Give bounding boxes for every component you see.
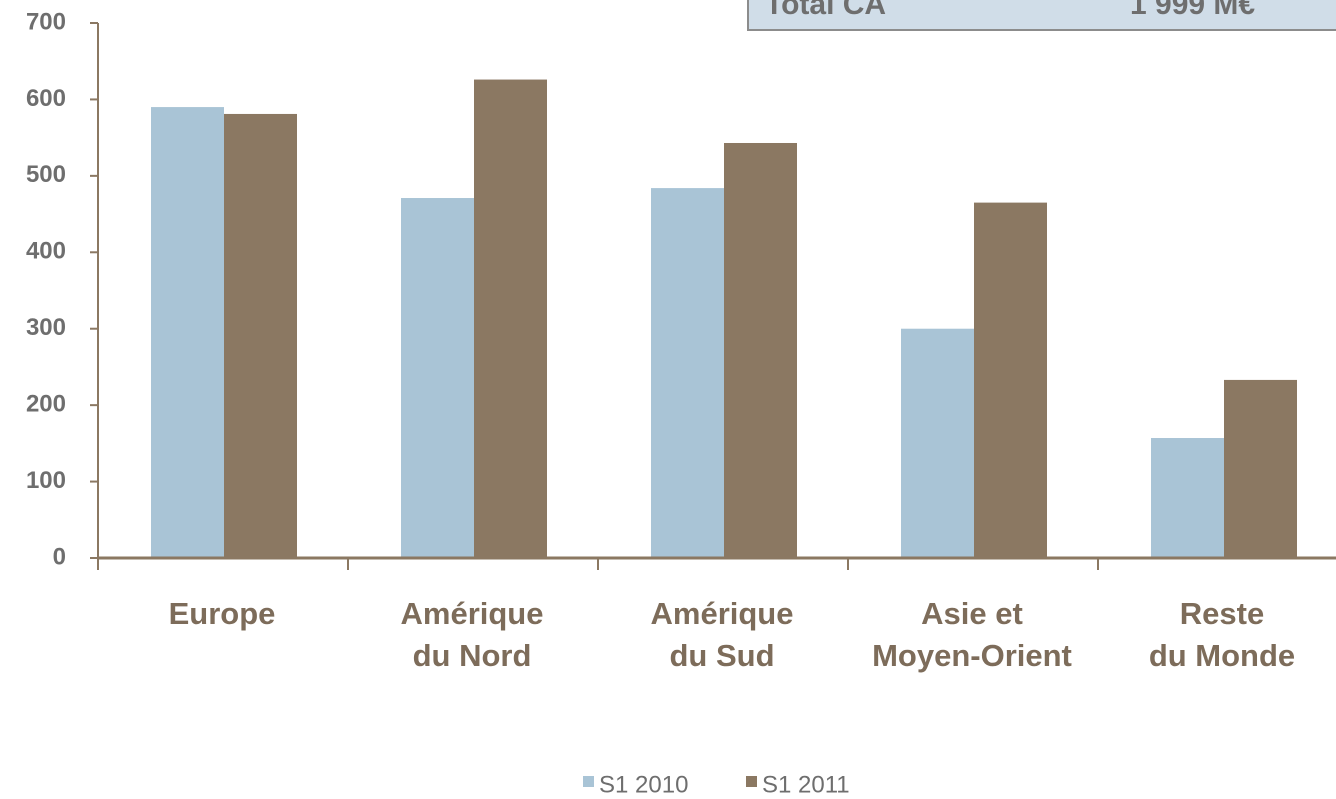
bar (901, 328, 974, 558)
x-tick-label: Amérique du Nord (400, 596, 544, 673)
y-tick-label: 200 (26, 390, 66, 417)
y-tick-label: 100 (26, 467, 66, 494)
x-tick-label: Amérique du Sud (650, 596, 794, 673)
bar (224, 113, 297, 558)
total-box (747, 0, 1336, 31)
y-tick-label: 700 (26, 8, 66, 35)
legend-label: S1 2010 (599, 771, 688, 798)
bar (474, 79, 547, 559)
bar (974, 202, 1047, 558)
y-tick-label: 300 (26, 314, 66, 341)
legend-label: S1 2011 (762, 771, 850, 798)
y-tick-label: 600 (26, 85, 66, 112)
bar (724, 142, 797, 558)
bar (401, 198, 474, 558)
total-value: 1 999 M€ (1130, 0, 1255, 21)
legend-swatch (746, 776, 757, 787)
x-tick-label: Reste du Monde (1148, 596, 1296, 673)
x-tick-label: Europe (168, 596, 276, 631)
bar (1151, 438, 1224, 558)
bar (151, 107, 224, 559)
bar (1224, 379, 1297, 558)
legend-swatch (583, 776, 594, 787)
y-tick-label: 400 (26, 238, 66, 265)
bar (651, 188, 724, 559)
total-label: Total CA (765, 0, 886, 21)
y-tick-label: 500 (26, 161, 66, 188)
y-tick-label: 0 (53, 543, 66, 570)
x-tick-label: Asie et Moyen-Orient (872, 596, 1072, 673)
